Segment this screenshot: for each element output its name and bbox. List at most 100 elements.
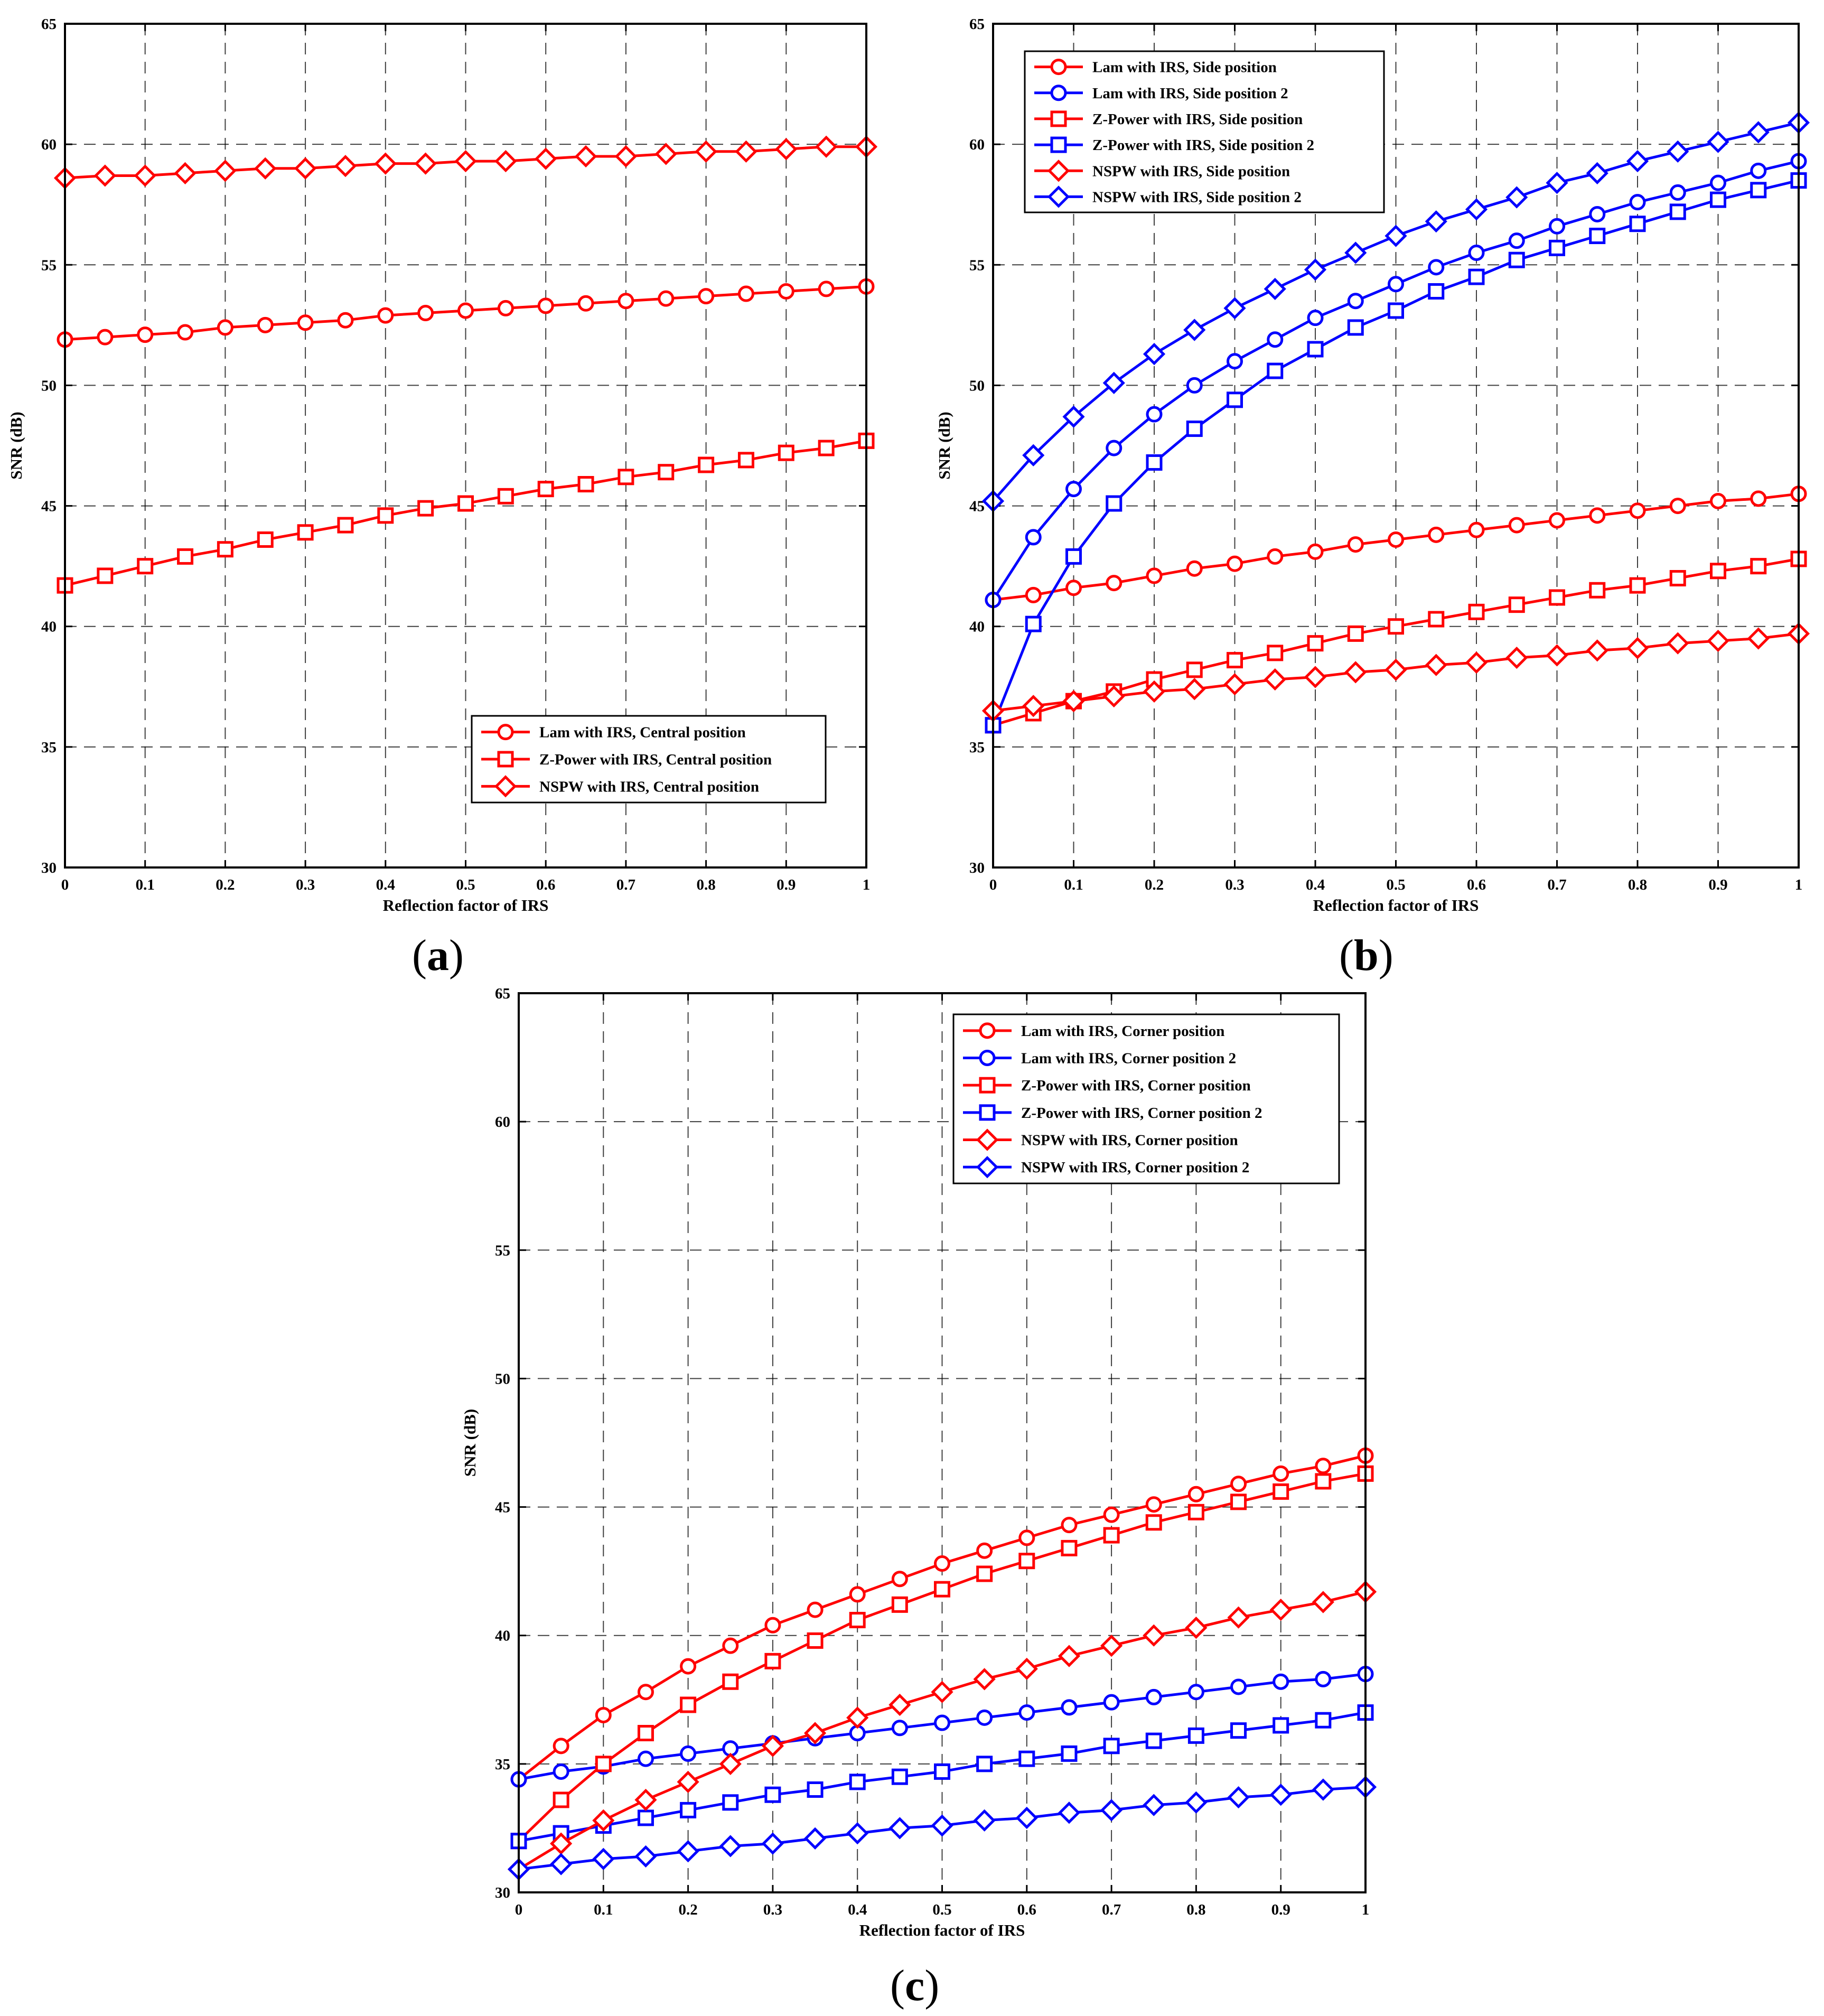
data-point	[1586, 162, 1608, 184]
y-tick-label: 60	[495, 1114, 510, 1131]
data-point	[1146, 406, 1163, 423]
data-point	[803, 1827, 827, 1850]
data-point	[1018, 1529, 1035, 1546]
series-b-5	[981, 111, 1810, 512]
legend-label: Z-Power with IRS, Side position	[1092, 111, 1303, 128]
data-point	[553, 1763, 569, 1780]
data-point	[849, 1612, 866, 1629]
y-tick-label: 40	[41, 619, 57, 636]
data-point	[1707, 130, 1729, 153]
x-tick-label: 0.1	[594, 1901, 613, 1918]
x-tick-label: 0.6	[1467, 876, 1486, 893]
x-tick-label: 0.7	[1547, 876, 1566, 893]
data-point	[1143, 680, 1166, 703]
legend-marker	[976, 1156, 999, 1179]
data-point	[1549, 239, 1565, 256]
y-tick-label: 50	[495, 1370, 510, 1387]
data-point	[1586, 639, 1608, 662]
data-point	[807, 1601, 824, 1618]
x-tick-label: 0.6	[536, 876, 555, 893]
data-point	[1710, 174, 1726, 191]
data-point	[677, 1770, 699, 1793]
data-point	[1468, 521, 1485, 538]
data-point	[637, 1684, 654, 1701]
y-tick-label: 40	[969, 619, 985, 636]
x-tick-label: 0.4	[1306, 876, 1325, 893]
legend-box	[1024, 50, 1385, 213]
y-tick-label: 30	[41, 860, 57, 876]
data-point	[934, 1763, 950, 1780]
data-point	[1269, 1599, 1292, 1621]
data-point	[931, 1681, 953, 1703]
data-point	[1710, 492, 1726, 509]
data-point	[1145, 1732, 1162, 1749]
data-point	[217, 319, 233, 336]
data-point	[1267, 331, 1284, 348]
data-point	[815, 135, 838, 158]
data-point	[735, 140, 757, 163]
y-axis-label: SNR (dB)	[461, 1409, 479, 1477]
series-c-3	[510, 1704, 1374, 1850]
data-point	[1025, 586, 1042, 603]
data-point	[1750, 182, 1767, 199]
data-point	[737, 452, 754, 469]
x-axis-label: Reflection factor of IRS	[383, 896, 549, 914]
data-point	[618, 469, 634, 486]
data-point	[1025, 529, 1042, 546]
data-point	[595, 1706, 612, 1723]
data-point	[891, 1596, 908, 1613]
data-point	[764, 1617, 781, 1634]
data-point	[1626, 150, 1649, 173]
data-point	[1307, 543, 1324, 560]
data-point	[1508, 517, 1525, 534]
legend-label: NSPW with IRS, Corner position	[1021, 1132, 1238, 1149]
data-point	[637, 1809, 654, 1826]
chart-b: 0 0.1 0.2 0.3 0.4 0.5 0.6 0.7 0.8 0.9 1 30 35 40 45 50 5…	[935, 16, 1810, 914]
data-point	[1267, 362, 1284, 379]
data-point	[1589, 507, 1606, 524]
data-point	[1264, 277, 1286, 300]
data-point	[497, 488, 514, 505]
data-point	[888, 1817, 911, 1840]
data-point	[1187, 1504, 1204, 1520]
data-point	[1465, 651, 1488, 674]
legend-marker	[979, 1050, 996, 1066]
legend-label: NSPW with IRS, Corner position 2	[1021, 1159, 1249, 1176]
data-point	[1273, 1483, 1289, 1500]
x-tick-label: 0.2	[216, 876, 235, 893]
data-point	[891, 1720, 908, 1737]
data-point	[807, 1781, 824, 1798]
data-point	[1669, 203, 1686, 220]
data-point	[1347, 536, 1364, 553]
legend-marker	[979, 1104, 996, 1121]
axes-frame	[992, 23, 1800, 869]
legend-label: NSPW with IRS, Side position 2	[1092, 189, 1302, 206]
series-b-4	[981, 622, 1810, 722]
data-point	[1508, 232, 1525, 249]
data-point	[1018, 1553, 1035, 1570]
data-point	[553, 1791, 569, 1808]
data-point	[1227, 652, 1243, 669]
data-point	[1468, 244, 1485, 261]
data-point	[1058, 1645, 1081, 1667]
data-point	[849, 1774, 866, 1790]
data-point	[818, 440, 835, 456]
y-tick-label: 45	[969, 498, 985, 515]
data-point	[592, 1847, 615, 1870]
y-tick-label: 45	[41, 498, 57, 515]
data-point	[1546, 172, 1568, 194]
data-point	[698, 288, 715, 305]
data-point	[1508, 596, 1525, 613]
data-point	[1425, 210, 1447, 233]
data-point	[1058, 1802, 1081, 1824]
x-tick-label: 0.8	[696, 876, 715, 893]
data-point	[337, 517, 354, 534]
data-point	[257, 316, 274, 333]
data-point	[1106, 575, 1123, 592]
data-point	[1103, 1506, 1120, 1523]
data-point	[1304, 258, 1327, 281]
data-point	[1223, 673, 1246, 696]
y-tick-label: 45	[495, 1499, 510, 1516]
legend-label: Lam with IRS, Central position	[539, 724, 746, 741]
data-point	[1428, 259, 1445, 276]
